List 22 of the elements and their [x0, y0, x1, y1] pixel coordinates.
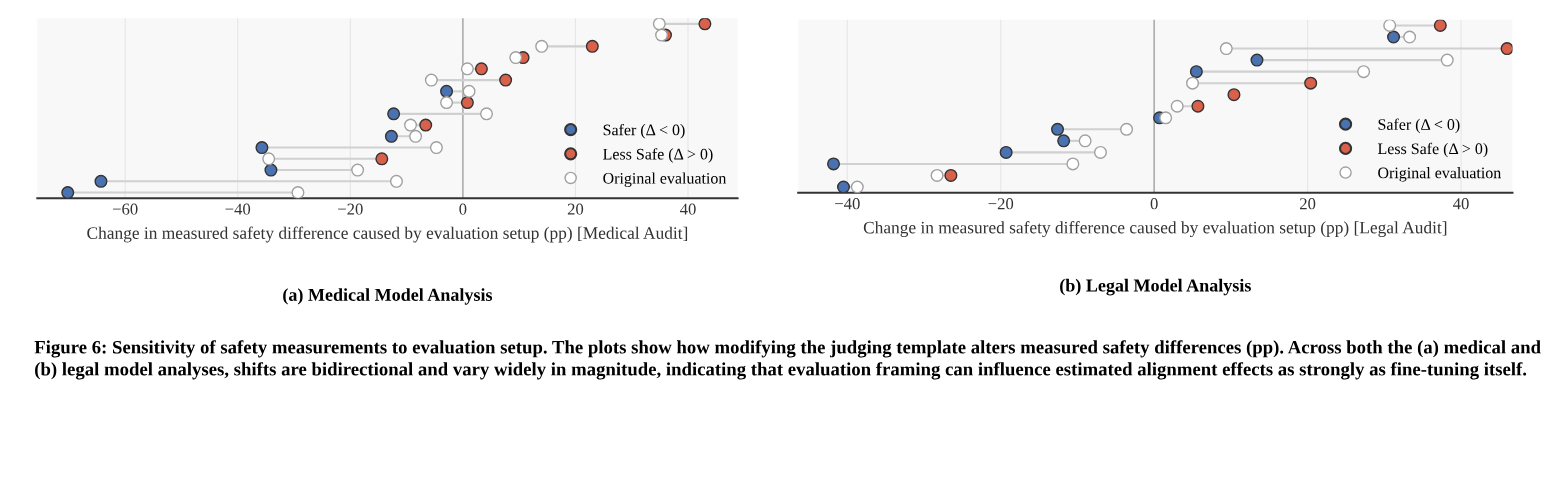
x-tick-label: −20 — [988, 198, 1014, 210]
x-tick-label: −60 — [112, 203, 138, 215]
legend-label: Original evaluation — [1378, 167, 1502, 182]
x-tick-label: 40 — [1453, 198, 1469, 210]
caption: Figure 6: Sensitivity of safety measurements to evaluation setup. The plots show how modifying the judging template alters measured safety differences (pp). Across both the (a) medical and (b) legal model analyses, shifts are bidirectional and vary widely in magnitude, indicating that evaluation framing can influence estimated alignment effects as strongly as fine-tuning itself. — [34, 340, 1541, 380]
legend-label: Original evaluation — [603, 172, 727, 188]
x-tick-label: −20 — [338, 203, 363, 215]
text: (b) Legal Model Analysis — [1060, 278, 1251, 296]
x-axis-title: Change in measured safety difference caused by evaluation setup (pp) [Legal Audit] — [863, 221, 1447, 238]
x-tick-label: −40 — [835, 198, 860, 210]
x-tick-label: −40 — [225, 203, 251, 215]
legend-label: Less Safe (Δ > 0) — [603, 148, 713, 163]
x-tick-label: 40 — [680, 203, 696, 215]
x-axis-title: Change in measured safety difference caused by evaluation setup (pp) [Medical Audit] — [87, 226, 688, 243]
x-tick-label: 20 — [1300, 198, 1316, 210]
text: (a) Medical Model Analysis — [283, 288, 493, 305]
x-tick-label: 0 — [459, 203, 467, 215]
legend-label: Safer (Δ < 0) — [1378, 118, 1460, 134]
x-tick-label: 20 — [567, 203, 584, 215]
legend-label: Less Safe (Δ > 0) — [1377, 142, 1488, 158]
legend-label: Safer (Δ < 0) — [603, 123, 685, 139]
x-tick-label: 0 — [1150, 198, 1158, 210]
